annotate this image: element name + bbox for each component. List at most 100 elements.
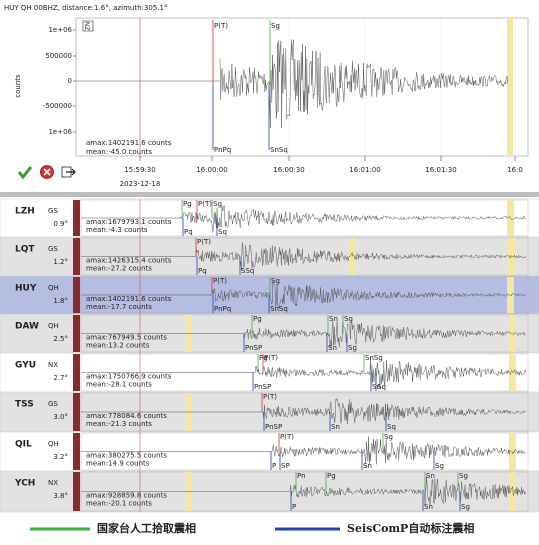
pick-label: PnPq [214, 305, 231, 313]
amax-text: amax:1750766.9 counts [86, 373, 172, 381]
time-window [507, 200, 514, 236]
waveform [289, 476, 527, 507]
pick-label: Sg [435, 462, 444, 470]
pick-label: Pq [198, 267, 207, 275]
network-code: GS [48, 207, 58, 215]
amax-text: amax:1402191.6 counts [86, 295, 172, 303]
row-handle [73, 472, 80, 511]
distance: 2.5° [53, 335, 68, 343]
waveform [262, 397, 526, 425]
time-tick-label: 16:0 [507, 166, 523, 174]
mean-text: mean:-27.2 counts [86, 265, 152, 273]
pick-label: Sn [328, 344, 337, 352]
pick-label: Sn [426, 472, 435, 480]
pick-label: P(T) [280, 433, 294, 441]
station-row[interactable]: TSS GS 3.0° amax:778084.6 countsmean:-21.3 … [0, 391, 539, 433]
pick-label: Sn [329, 315, 338, 323]
pick-label: P(T) [264, 354, 278, 362]
pick-label: Sg [459, 472, 468, 480]
mean-text: mean:-45.0 counts [86, 148, 152, 156]
distance: 1.2° [53, 258, 68, 266]
network-code: GS [48, 400, 58, 408]
pick-label: P [272, 462, 276, 470]
waveform [271, 436, 526, 465]
amax-text: amax:778084.6 counts [86, 412, 167, 420]
station-list: LZH GS 0.9° amax:1679793.1 countsmean:-4.3 … [0, 198, 539, 513]
distance: 3.0° [53, 413, 68, 421]
pick-label: P(T) [197, 238, 211, 246]
pick-label: P(T) [263, 393, 277, 401]
distance: 2.7° [53, 374, 68, 382]
amax-text: amax:767949.5 counts [86, 334, 167, 342]
pick-label: Sq [377, 383, 386, 391]
mean-text: mean:-17.7 counts [86, 303, 152, 311]
station-row[interactable]: YCH NX 3.8° amax:928859.8 countsmean:-20.1 … [0, 470, 539, 513]
y-tick-label: 1e+06 [48, 128, 72, 136]
accept-button[interactable] [17, 166, 33, 180]
pick-label: Pq [184, 228, 193, 236]
station-row[interactable]: HUY QH 1.8° amax:1402191.6 countsmean:-17.7… [0, 275, 539, 315]
station-code: YCH [14, 479, 35, 489]
pick-label: P(T) [198, 200, 212, 208]
distance: 3.2° [53, 453, 68, 461]
pick-label: P [292, 503, 296, 511]
trace-header: HUY QH 00BHZ, distance:1.6°, azimuth:305… [4, 4, 167, 12]
pick-label: SnSg [365, 354, 383, 362]
network-code: QH [48, 322, 59, 330]
amax-text: amax:380275.5 counts [86, 452, 167, 460]
pick-label: Pg [253, 315, 262, 323]
pick-label: Sn [424, 503, 433, 511]
station-code: DAW [15, 322, 39, 332]
station-row[interactable]: GYU NX 2.7° amax:1750766.9 countsmean:-28.1… [0, 352, 539, 393]
legend-label: 国家台人工拾取震相 [97, 521, 196, 535]
mean-text: mean:-21.3 counts [86, 420, 152, 428]
pick-label: Sq [218, 228, 227, 236]
pick-label: SP [281, 462, 290, 470]
pick-label: Sn [331, 423, 340, 431]
row-handle [73, 200, 80, 236]
pick-label: Sg [461, 503, 470, 511]
pick-label: PnSP [265, 423, 282, 431]
row-handle [73, 238, 80, 275]
splitter[interactable] [0, 192, 539, 197]
mean-text: mean:14.9 counts [86, 460, 150, 468]
amax-text: amax:1426315.4 counts [86, 257, 172, 265]
station-code: LZH [15, 207, 35, 217]
y-axis-label: counts [14, 74, 22, 98]
pick-label: Sg [271, 277, 280, 285]
row-handle [73, 277, 80, 313]
pick-label: SnSq [270, 305, 288, 313]
y-tick-label: 1e+06 [48, 26, 72, 34]
pick-label: Sg [271, 22, 280, 30]
waveform [179, 205, 527, 233]
component-button-label[interactable]: ZN [85, 22, 92, 31]
pick-label: Pg [183, 200, 192, 208]
pick-label: Sn [363, 462, 372, 470]
export-icon [66, 168, 76, 176]
station-row[interactable]: LQT GS 1.2° amax:1426315.4 countsmean:-27.2… [0, 236, 539, 277]
station-code: GYU [15, 361, 36, 371]
top-plot-area [75, 17, 529, 157]
network-code: NX [48, 479, 58, 487]
row-handle [73, 393, 80, 431]
station-code: LQT [15, 245, 35, 255]
time-tick-label: 16:01:30 [425, 166, 456, 174]
pick-label: Sg [213, 200, 222, 208]
pick-label: P(T) [213, 277, 227, 285]
time-window [507, 18, 513, 156]
amax-text: amax:928859.8 counts [86, 492, 167, 500]
time-window [509, 472, 516, 511]
mean-text: mean:-20.1 counts [86, 500, 152, 508]
time-tick-label: 16:00:30 [273, 166, 304, 174]
network-code: NX [48, 361, 58, 369]
station-code: HUY [15, 284, 37, 294]
component-button[interactable] [82, 20, 94, 32]
pick-label: Sn [372, 383, 381, 391]
pick-label: SSq [241, 267, 254, 275]
station-row[interactable]: LZH GS 0.9° amax:1679793.1 countsmean:-4.3 … [0, 198, 539, 238]
time-tick-label: 16:01:00 [349, 166, 380, 174]
time-tick-label: 16:00:00 [196, 166, 227, 174]
amax-text: amax:1679793.1 counts [86, 218, 172, 226]
